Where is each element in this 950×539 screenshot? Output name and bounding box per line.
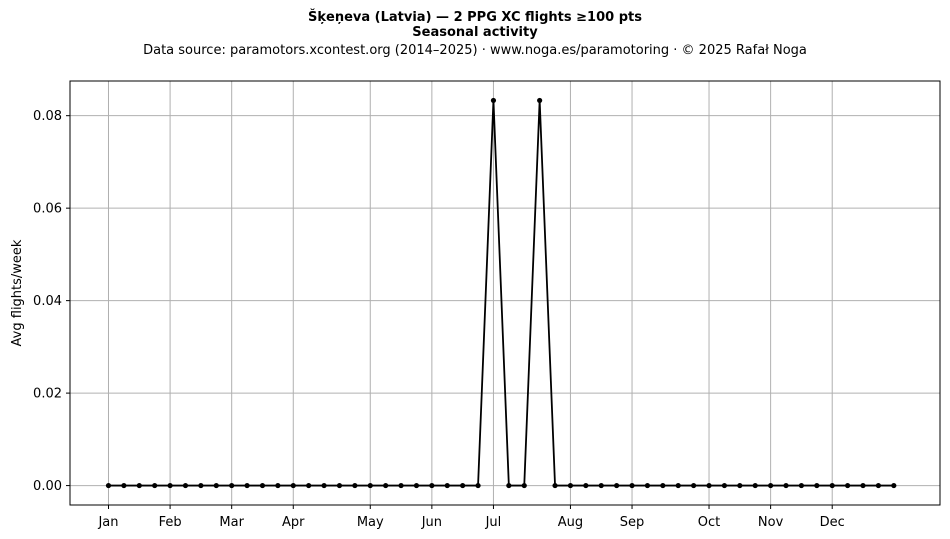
data-point (860, 482, 866, 489)
data-point (768, 482, 774, 489)
data-point (875, 482, 882, 489)
data-point (506, 482, 512, 489)
data-point (213, 482, 219, 489)
y-tick-label: 0.00 (33, 479, 62, 494)
x-axis: Jan Feb Mar Apr May Jun Jul Aug Sep Oct Nov Dec (97, 505, 845, 530)
data-point (675, 482, 681, 489)
data-point (383, 482, 389, 489)
x-tick-label: May (357, 515, 384, 530)
y-tick-label: 0.06 (33, 202, 62, 217)
chart-subtitle: Seasonal activity (412, 25, 538, 40)
data-point (798, 482, 805, 489)
data-point (152, 482, 158, 489)
data-point (136, 482, 142, 489)
data-point (398, 482, 404, 489)
data-point (567, 482, 574, 489)
data-point (367, 482, 373, 489)
data-point (814, 482, 820, 489)
data-point (275, 482, 281, 489)
x-tick-label: Apr (282, 515, 305, 530)
y-tick-label: 0.04 (33, 294, 62, 309)
data-point (259, 482, 266, 489)
data-point (521, 482, 527, 489)
data-point (691, 482, 697, 489)
data-point (229, 482, 235, 489)
x-grid (107, 81, 833, 505)
data-point (660, 482, 666, 489)
plot-frame (69, 80, 941, 506)
data-point (598, 482, 604, 489)
data-point (352, 482, 358, 489)
y-tick-label: 0.02 (33, 387, 62, 402)
data-point (644, 482, 651, 489)
data-point (552, 482, 558, 489)
data-point (845, 482, 851, 489)
data-point (706, 482, 712, 489)
y-axis: 0.00 0.02 0.04 0.06 0.08 (33, 109, 70, 494)
x-tick-label: Dec (820, 515, 845, 530)
data-point (413, 482, 420, 489)
x-tick-label: Mar (219, 515, 244, 530)
data-point (429, 482, 435, 489)
data-point (629, 482, 635, 489)
x-tick-label: Sep (620, 515, 645, 530)
chart-source-note: Data source: paramotors.xcontest.org (20… (143, 43, 807, 58)
x-tick-label: Nov (758, 515, 784, 530)
data-point (475, 482, 481, 489)
series-line (108, 99, 894, 487)
x-tick-label: Jul (485, 515, 502, 530)
data-point (321, 482, 327, 489)
data-point (490, 97, 497, 104)
data-point (721, 482, 728, 489)
data-point (891, 482, 897, 489)
data-point (737, 482, 743, 489)
x-tick-label: Jun (421, 515, 442, 530)
chart-title: Šķeņeva (Latvia) — 2 PPG XC flights ≥100… (308, 10, 642, 25)
y-axis-label: Avg flights/week (10, 239, 25, 346)
data-point (198, 482, 204, 489)
data-point (752, 482, 758, 489)
data-point (306, 482, 312, 489)
x-tick-label: Aug (558, 515, 583, 530)
data-point (244, 482, 250, 489)
data-point (182, 482, 189, 489)
data-point (290, 482, 296, 489)
y-tick-label: 0.08 (33, 109, 62, 124)
x-tick-label: Feb (159, 515, 182, 530)
data-point (829, 482, 835, 489)
data-point (444, 482, 450, 489)
data-point (783, 482, 789, 489)
data-point (460, 482, 466, 489)
data-point (583, 482, 589, 489)
data-point (537, 97, 543, 104)
x-tick-label: Oct (698, 515, 720, 530)
x-tick-label: Jan (97, 515, 118, 530)
data-point (105, 482, 112, 489)
data-point (167, 482, 173, 489)
data-point (614, 482, 620, 489)
series-line-group (105, 97, 897, 489)
data-point (121, 482, 127, 489)
data-point (336, 482, 343, 489)
y-grid (70, 115, 940, 487)
